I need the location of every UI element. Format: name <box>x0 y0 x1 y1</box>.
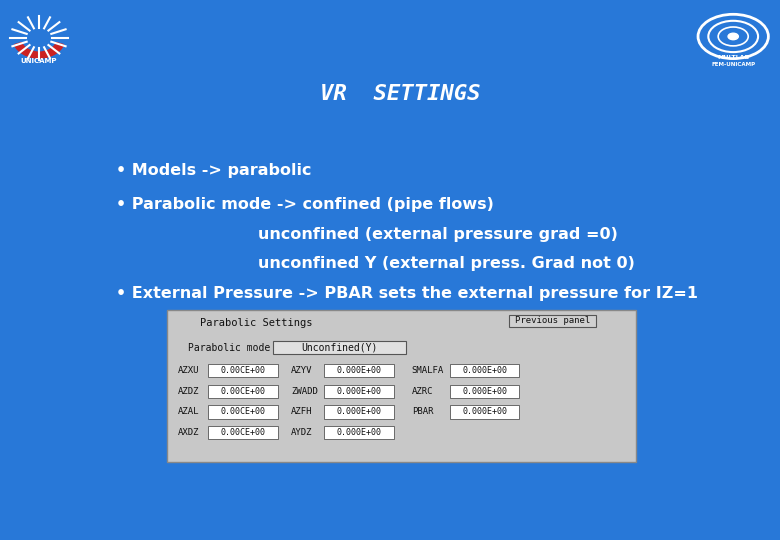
Text: Parabolic Settings: Parabolic Settings <box>200 318 313 328</box>
Text: AYDZ: AYDZ <box>291 428 313 437</box>
Text: 0.000E+00: 0.000E+00 <box>463 387 507 396</box>
Text: PBAR: PBAR <box>412 408 434 416</box>
FancyBboxPatch shape <box>324 406 394 419</box>
FancyBboxPatch shape <box>450 406 519 419</box>
FancyBboxPatch shape <box>208 384 278 398</box>
Text: AZYV: AZYV <box>291 366 313 375</box>
FancyBboxPatch shape <box>208 426 278 440</box>
Text: • External Pressure -> PBAR sets the external pressure for IZ=1: • External Pressure -> PBAR sets the ext… <box>115 286 697 301</box>
Text: AXDZ: AXDZ <box>178 428 200 437</box>
FancyBboxPatch shape <box>450 384 519 398</box>
Text: VR  SETTINGS: VR SETTINGS <box>320 84 480 104</box>
Circle shape <box>24 26 54 49</box>
FancyBboxPatch shape <box>208 406 278 419</box>
Text: unconfined Y (external press. Grad not 0): unconfined Y (external press. Grad not 0… <box>257 256 635 272</box>
Text: MULTLAB: MULTLAB <box>717 55 750 60</box>
Text: Previous panel: Previous panel <box>515 316 590 326</box>
Text: 0.00CE+00: 0.00CE+00 <box>221 387 265 396</box>
Text: AZDZ: AZDZ <box>178 387 200 396</box>
Circle shape <box>728 33 739 40</box>
Text: 0.000E+00: 0.000E+00 <box>336 428 381 437</box>
Text: 0.000E+00: 0.000E+00 <box>336 408 381 416</box>
Text: Unconfined(Y): Unconfined(Y) <box>301 342 378 353</box>
Text: ZWADD: ZWADD <box>291 387 317 396</box>
Text: AZRC: AZRC <box>412 387 434 396</box>
Text: AZFH: AZFH <box>291 408 313 416</box>
Text: AZXU: AZXU <box>178 366 200 375</box>
FancyBboxPatch shape <box>450 364 519 377</box>
FancyBboxPatch shape <box>167 310 636 462</box>
FancyBboxPatch shape <box>324 384 394 398</box>
Text: 0.00CE+00: 0.00CE+00 <box>221 408 265 416</box>
FancyBboxPatch shape <box>324 364 394 377</box>
Wedge shape <box>14 43 64 58</box>
FancyBboxPatch shape <box>509 315 596 327</box>
FancyBboxPatch shape <box>273 341 406 354</box>
Text: • Parabolic mode -> confined (pipe flows): • Parabolic mode -> confined (pipe flows… <box>115 197 494 212</box>
Text: unconfined (external pressure grad =0): unconfined (external pressure grad =0) <box>257 227 618 241</box>
Text: 0.000E+00: 0.000E+00 <box>463 366 507 375</box>
Text: 0.000E+00: 0.000E+00 <box>336 366 381 375</box>
Text: SMALFA: SMALFA <box>412 366 444 375</box>
Text: 0.00CE+00: 0.00CE+00 <box>221 428 265 437</box>
Text: AZAL: AZAL <box>178 408 200 416</box>
Text: Parabolic mode: Parabolic mode <box>188 342 271 353</box>
Text: • Models -> parabolic: • Models -> parabolic <box>115 163 311 178</box>
FancyBboxPatch shape <box>208 364 278 377</box>
Text: UNICAMP: UNICAMP <box>21 58 57 64</box>
FancyBboxPatch shape <box>324 426 394 440</box>
Text: 0.00CE+00: 0.00CE+00 <box>221 366 265 375</box>
Text: FEM-UNICAMP: FEM-UNICAMP <box>711 62 755 67</box>
Text: 0.000E+00: 0.000E+00 <box>463 408 507 416</box>
Text: 0.000E+00: 0.000E+00 <box>336 387 381 396</box>
